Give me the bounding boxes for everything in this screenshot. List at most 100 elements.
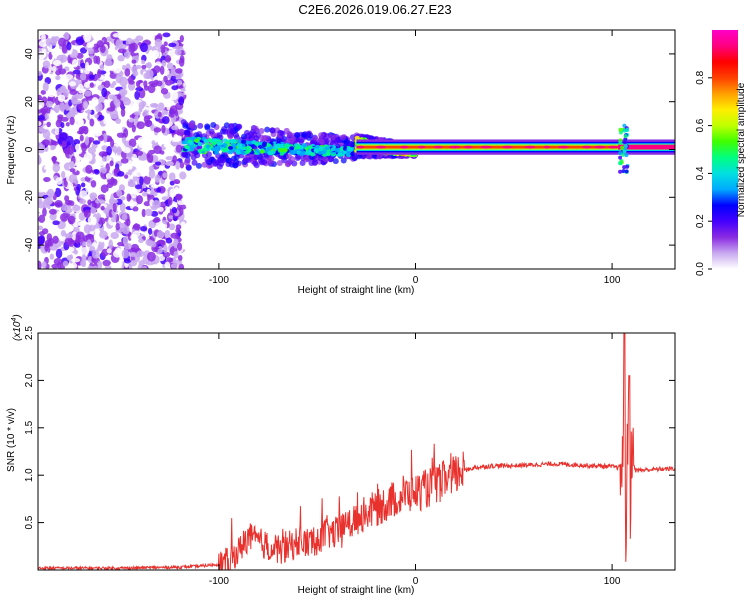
heat-cell xyxy=(174,48,182,56)
colorbar: 0.0 0.2 0.4 0.6 0.8 Normalized spectral ampl… xyxy=(695,30,747,276)
heat-cell xyxy=(55,75,61,81)
heat-cell xyxy=(90,216,97,226)
heat-cell xyxy=(76,130,85,135)
heat-cell xyxy=(42,207,47,217)
heat-cell xyxy=(232,162,239,169)
heat-cell xyxy=(38,154,41,165)
heat-cell xyxy=(132,70,139,77)
spectrogram-y-tick-label: -40 xyxy=(24,237,35,252)
heat-cell xyxy=(621,169,626,174)
svg-text:(x104): (x104) xyxy=(11,314,23,341)
heat-cell xyxy=(324,146,330,151)
heat-cell xyxy=(418,145,426,149)
heat-cell xyxy=(102,259,111,267)
heat-cell xyxy=(72,204,81,212)
heat-cell xyxy=(45,38,52,47)
heat-cell xyxy=(40,90,47,95)
heat-cell xyxy=(100,205,105,211)
heat-cell xyxy=(68,160,75,169)
snr-x-tick-label: 100 xyxy=(604,576,621,587)
heat-cell xyxy=(75,143,81,151)
heat-cell xyxy=(324,138,331,145)
heat-cell xyxy=(180,204,187,210)
heat-cell xyxy=(41,139,51,146)
heat-cell xyxy=(52,220,60,226)
heat-cell xyxy=(103,80,111,88)
heat-cell xyxy=(182,251,186,256)
heat-cell xyxy=(159,65,165,75)
heat-cell xyxy=(312,159,319,166)
heat-cell xyxy=(259,155,266,162)
heat-cell xyxy=(618,127,623,132)
spectrogram-heat-layer xyxy=(38,31,675,269)
spectrogram-x-tick-label: 100 xyxy=(604,275,621,286)
heat-cell xyxy=(106,54,113,61)
heat-cell xyxy=(624,153,629,158)
snr-y-tick-label: 1.0 xyxy=(24,468,35,482)
heat-cell xyxy=(132,38,140,44)
colorbar-tick-label: 0.2 xyxy=(695,214,706,228)
heat-cell xyxy=(83,157,90,162)
heat-cell xyxy=(266,146,272,151)
heat-cell xyxy=(158,92,163,100)
heat-cell xyxy=(129,199,135,210)
heat-cell xyxy=(216,141,222,146)
heat-cell xyxy=(191,208,195,213)
heat-cell xyxy=(303,156,310,163)
snr-y-tick-label: 1.5 xyxy=(24,420,35,434)
heat-cell xyxy=(89,246,96,252)
heat-cell xyxy=(161,196,169,201)
colorbar-ticks: 0.0 0.2 0.4 0.6 0.8 xyxy=(695,70,712,276)
snr-frame xyxy=(37,332,676,571)
heat-cell xyxy=(278,148,284,153)
heat-cell xyxy=(623,134,628,139)
heat-cell xyxy=(134,90,140,100)
heat-cell xyxy=(73,249,79,255)
heat-cell xyxy=(38,225,43,231)
heat-cell xyxy=(622,149,627,154)
snr-plot-area xyxy=(38,333,675,570)
heat-cell xyxy=(211,141,217,146)
heat-cell xyxy=(123,258,132,264)
heat-cell xyxy=(317,137,324,144)
colorbar-tick-label: 0.0 xyxy=(695,262,706,276)
heat-cell xyxy=(56,229,63,236)
heat-cell xyxy=(214,146,220,151)
heat-cell xyxy=(203,138,209,143)
heat-cell xyxy=(58,68,67,75)
heat-cell xyxy=(223,122,230,129)
heat-cell xyxy=(75,231,85,240)
heat-cell xyxy=(195,75,199,80)
heat-cell xyxy=(100,184,109,193)
heat-cell xyxy=(197,206,201,211)
heat-cell xyxy=(191,159,198,166)
heat-cell xyxy=(55,248,63,259)
heat-cell xyxy=(154,174,161,183)
heat-cell xyxy=(83,81,91,88)
heat-cell xyxy=(258,134,265,141)
spectrogram-y-ticks: -40 -20 0 20 40 xyxy=(24,48,675,252)
heat-cell xyxy=(152,218,160,223)
heat-cell xyxy=(153,79,159,85)
heat-cell xyxy=(92,265,99,269)
heat-cell xyxy=(169,105,178,114)
heat-cell xyxy=(104,59,113,67)
heat-cell xyxy=(103,98,109,105)
snr-x-tick-label: -100 xyxy=(209,576,229,587)
heat-cell xyxy=(306,149,312,154)
heat-cell xyxy=(66,254,73,261)
heat-cell xyxy=(117,127,123,133)
heat-cell xyxy=(138,101,145,110)
heat-cell xyxy=(168,42,177,48)
heat-cell xyxy=(89,195,96,201)
heat-cell xyxy=(202,200,206,205)
heat-cell xyxy=(543,145,551,149)
heat-cell xyxy=(105,70,111,77)
heat-cell xyxy=(70,262,78,269)
heat-cell xyxy=(264,126,271,133)
heat-cell xyxy=(47,91,56,98)
heat-cell xyxy=(236,139,242,144)
heat-cell xyxy=(189,92,193,97)
heat-cell xyxy=(146,188,151,195)
heat-cell xyxy=(227,133,234,140)
